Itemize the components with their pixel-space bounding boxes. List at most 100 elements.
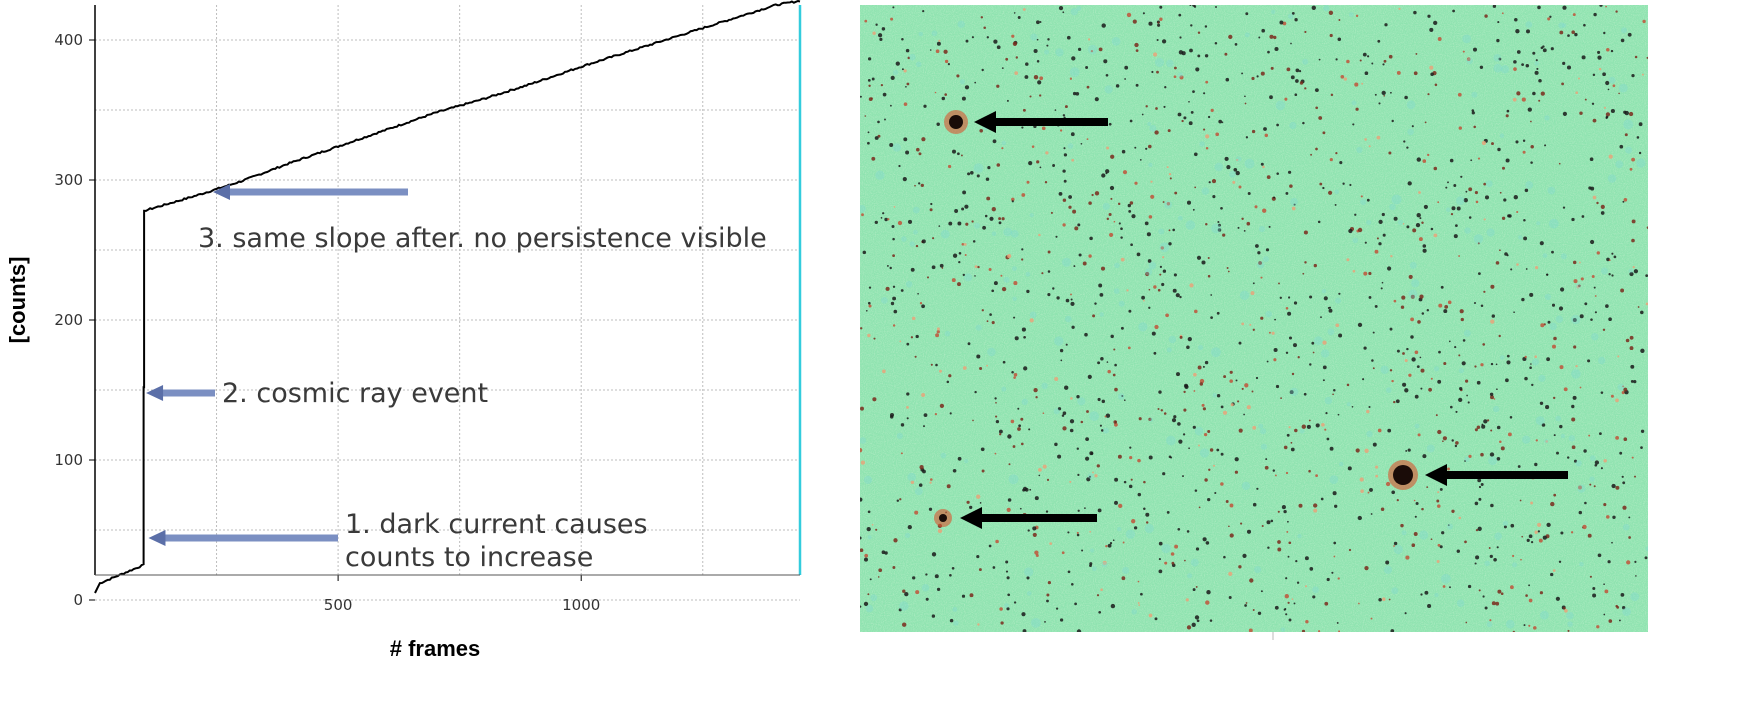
hot-pixel (1454, 346, 1457, 349)
hot-pixel (1411, 543, 1416, 547)
hot-pixel (1558, 560, 1562, 564)
hot-pixel (1295, 79, 1299, 83)
hot-pixel (1131, 214, 1136, 219)
hot-pixel (1471, 111, 1475, 115)
blue-patch (1548, 218, 1559, 229)
hot-pixel (1217, 223, 1221, 227)
hot-pixel (915, 244, 919, 248)
blue-patch (1198, 344, 1204, 351)
hot-pixel (1092, 314, 1096, 318)
annotation-text: 3. same slope after. no persistence visi… (198, 223, 767, 254)
hot-pixel (1097, 361, 1101, 365)
hot-pixel (929, 208, 933, 212)
hot-pixel (1260, 71, 1265, 76)
hot-pixel (860, 406, 864, 411)
hot-pixel (1275, 384, 1280, 389)
hot-pixel (1420, 368, 1425, 373)
hot-pixel (1190, 110, 1194, 114)
hot-pixel (1579, 386, 1582, 389)
hot-pixel (1261, 28, 1265, 33)
hot-pixel (1513, 60, 1517, 64)
hot-pixel (1032, 532, 1037, 537)
hot-pixel (1579, 111, 1583, 115)
hot-pixel (1551, 303, 1556, 307)
hot-pixel (1458, 126, 1462, 130)
hot-pixel (881, 550, 886, 555)
hot-pixel (1416, 365, 1420, 369)
hot-pixel (1185, 598, 1189, 602)
hot-pixel (1473, 125, 1476, 129)
hot-pixel (1070, 298, 1073, 301)
hot-pixel (911, 316, 916, 321)
blue-patch (1547, 186, 1556, 195)
hot-pixel (1065, 298, 1070, 303)
hot-pixel (919, 465, 924, 470)
hot-pixel (1528, 598, 1533, 603)
hot-pixel (967, 172, 971, 176)
hot-pixel (1572, 318, 1577, 322)
blue-patch (1380, 365, 1389, 374)
hot-pixel (1294, 428, 1298, 433)
hot-pixel (882, 92, 887, 97)
hot-pixel (1396, 349, 1400, 353)
hot-pixel (1212, 195, 1216, 199)
blue-patch (1069, 67, 1080, 77)
hot-pixel (1110, 603, 1116, 609)
hot-pixel (1437, 491, 1440, 494)
hot-pixel (1349, 183, 1352, 187)
hot-pixel (1617, 355, 1620, 358)
hot-pixel (1020, 442, 1024, 446)
hot-pixel (1628, 111, 1634, 117)
hot-pixel (1114, 477, 1119, 482)
blue-patch (1447, 523, 1453, 530)
hot-pixel (892, 566, 896, 569)
hot-pixel (1478, 272, 1481, 275)
hot-pixel (1249, 578, 1254, 583)
hot-pixel (1134, 181, 1138, 185)
hot-pixel (985, 177, 990, 181)
blue-patch (892, 143, 901, 152)
hot-pixel (1063, 179, 1067, 183)
blue-patch (1486, 228, 1495, 237)
hot-pixel (1483, 419, 1488, 424)
hot-pixel (1288, 336, 1293, 340)
hot-pixel (884, 551, 888, 555)
blue-patch (1579, 561, 1584, 567)
hot-pixel (1433, 233, 1438, 238)
blue-patch (1618, 83, 1628, 93)
hot-pixel (1272, 469, 1276, 472)
hot-pixel (1615, 485, 1620, 490)
hot-pixel (1605, 80, 1610, 86)
hot-pixel (1404, 95, 1408, 100)
hot-pixel (907, 524, 912, 530)
hot-pixel (882, 369, 886, 374)
hot-pixel (1221, 121, 1224, 124)
hot-pixel (915, 590, 920, 595)
hot-pixel (900, 289, 904, 292)
hot-pixel (1372, 442, 1377, 447)
blue-patch (1024, 567, 1034, 577)
blue-patch (1623, 523, 1630, 531)
hot-pixel (1124, 78, 1126, 80)
hot-pixel (1478, 497, 1482, 501)
hot-pixel (1315, 423, 1320, 428)
hot-pixel (1258, 261, 1262, 265)
hot-pixel (903, 69, 907, 73)
hot-pixel (864, 115, 867, 117)
hot-pixel (1244, 604, 1247, 607)
hot-pixel (1590, 239, 1595, 245)
hot-pixel (951, 566, 955, 570)
blue-patch (1571, 369, 1581, 379)
blue-patch (1484, 560, 1490, 567)
hot-pixel (1195, 585, 1198, 588)
hot-pixel (1062, 198, 1067, 202)
hot-pixel (1346, 59, 1350, 64)
hot-pixel (1415, 501, 1419, 506)
hot-pixel (964, 204, 969, 209)
hot-pixel (880, 83, 884, 87)
hot-pixel (1196, 255, 1202, 260)
hot-pixel (1563, 606, 1566, 610)
hot-pixel (981, 469, 985, 473)
hot-pixel (1413, 10, 1417, 15)
image-arrow-head (960, 507, 982, 529)
